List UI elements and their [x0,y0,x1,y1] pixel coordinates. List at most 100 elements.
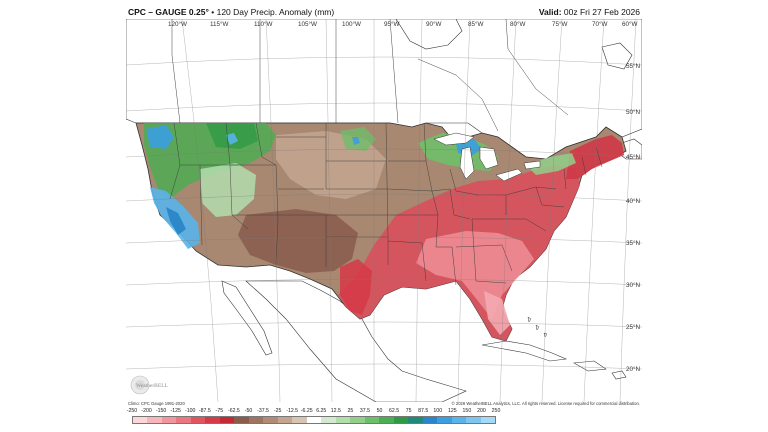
colorbar-label: -12.5 [286,408,299,414]
colorbar-swatch [161,417,177,423]
colorbar-swatch [176,417,191,423]
lake-huron [479,146,499,170]
lon-label: 110°W [254,20,273,28]
deficit-southeast-light [416,231,534,319]
colorbar-legend: -250 -200 -150 -125 -100 -87.5 -75 -62.5 -50 -37.… [127,408,500,426]
deficit-florida-light [484,291,510,335]
lon-label: 100°W [342,20,361,28]
product-name: CPC – GAUGE 0.25° [128,7,209,17]
colorbar-label: -62.5 [227,408,240,414]
lat-label: 25°N [626,323,641,331]
great-lakes [433,132,541,182]
lon-label: 75°W [552,20,568,28]
colorbar-label: 50 [376,408,383,414]
colorbar-swatch [263,417,278,423]
colorbar-swatch [451,417,467,423]
logo-text: WeatherBELL [136,383,169,389]
surplus-northeast-green [526,153,576,175]
colorbar-label: -200 [141,408,152,414]
colorbar-label: -87.5 [198,408,211,414]
lat-label: 55°N [626,62,641,70]
colorbar-label: -37.5 [257,408,269,414]
colorbar-label: 100 [433,408,443,414]
colorbar-label: -250 [126,408,138,414]
colorbar-label: -75 [215,408,224,414]
lat-label: 40°N [626,197,641,205]
colorbar-swatch [437,417,452,423]
colorbar-swatch [379,417,394,423]
climo-note: Climo: CPC Gauge 1991-2020 [128,401,185,406]
surplus-great-basin [200,163,256,217]
lon-label: 95°W [384,20,400,28]
colorbar-label: 25 [347,408,354,414]
colorbar-swatch [321,417,336,423]
precip-anomaly-map: 120°W 115°W 110°W 105°W 100°W 95°W 90°W … [126,19,642,402]
caribbean-islands [573,360,627,380]
lon-label: 80°W [510,20,526,28]
colorbar-swatch [335,417,351,423]
colorbar-swatch [219,417,235,423]
colorbar-label: -150 [155,408,167,414]
colorbar-swatch [422,417,438,423]
colorbar-label: 6.25 [316,408,327,414]
latitude-labels: 55°N 50°N 45°N 40°N 35°N 30°N 25°N 20°N [626,62,641,373]
state-boundaries [169,122,603,286]
graticule [126,19,642,402]
surplus-dakotas-blue [352,137,360,145]
surplus-idaho-blue [226,133,238,145]
valid-label: Valid: [538,7,562,17]
newfoundland [601,42,633,70]
valid-time: Valid: 00z Fri 27 Feb 2026 [539,7,640,17]
colorbar-swatch [190,417,206,423]
colorbar-label: 150 [462,408,472,414]
colorbar-boxes [132,416,496,424]
lon-label: 105°W [298,20,317,28]
colorbar-swatch [234,417,249,423]
hudson-bay [395,19,463,50]
colorbar-label: -6.25 [300,408,313,414]
colorbar-swatch [350,417,365,423]
lat-label: 30°N [626,281,641,289]
colorbar-swatch [480,417,496,423]
lon-label: 120°W [168,20,187,28]
colorbar-label: 87.5 [418,408,429,414]
deficit-texas [340,259,372,315]
colorbar-label: -25 [273,408,282,414]
lon-label: 90°W [426,20,442,28]
colorbar-swatch [277,417,293,423]
colorbar-swatch [133,417,148,423]
colorbar-swatch [466,417,481,423]
map-panel: CPC – GAUGE 0.25° • 120 Day Precip. Anom… [124,4,644,428]
colorbar-swatch [393,417,409,423]
lon-label: 70°W [592,20,608,28]
colorbar-swatch [292,417,307,423]
deficit-northeast [566,135,624,179]
bahamas-islands [527,316,548,338]
colorbar-label: 12.5 [330,408,341,414]
colorbar-label: 200 [477,408,486,414]
copyright-note: © 2026 WeatherBELL Analytics, LLC. All r… [451,401,640,406]
colorbar-label: 62.5 [389,408,400,414]
lake-superior [433,132,475,146]
colorbar-swatch [205,417,220,423]
colorbar-label: 37.5 [359,408,371,414]
lake-erie [495,168,523,182]
mexico-landmass [245,280,467,402]
map-subtitle: • 120 Day Precip. Anomaly (mm) [211,7,335,17]
map-title: CPC – GAUGE 0.25° • 120 Day Precip. Anom… [128,7,334,17]
colorbar-swatch [306,417,322,423]
lat-label: 45°N [626,153,641,161]
lat-label: 35°N [626,239,641,247]
colorbar-label: -125 [170,408,181,414]
colorbar-swatch [364,417,380,423]
lake-ontario [523,160,541,170]
weatherbell-logo: WeatherBELL [130,375,169,395]
lon-label: 115°W [210,20,229,28]
colorbar-label: -50 [244,408,253,414]
baja-peninsula [221,280,273,356]
surplus-california-deep [166,207,186,235]
surplus-washington-blue [146,125,174,149]
lat-label: 20°N [626,365,641,373]
colorbar-label: 75 [405,408,412,414]
longitude-labels: 120°W 115°W 110°W 105°W 100°W 95°W 90°W … [168,20,638,28]
